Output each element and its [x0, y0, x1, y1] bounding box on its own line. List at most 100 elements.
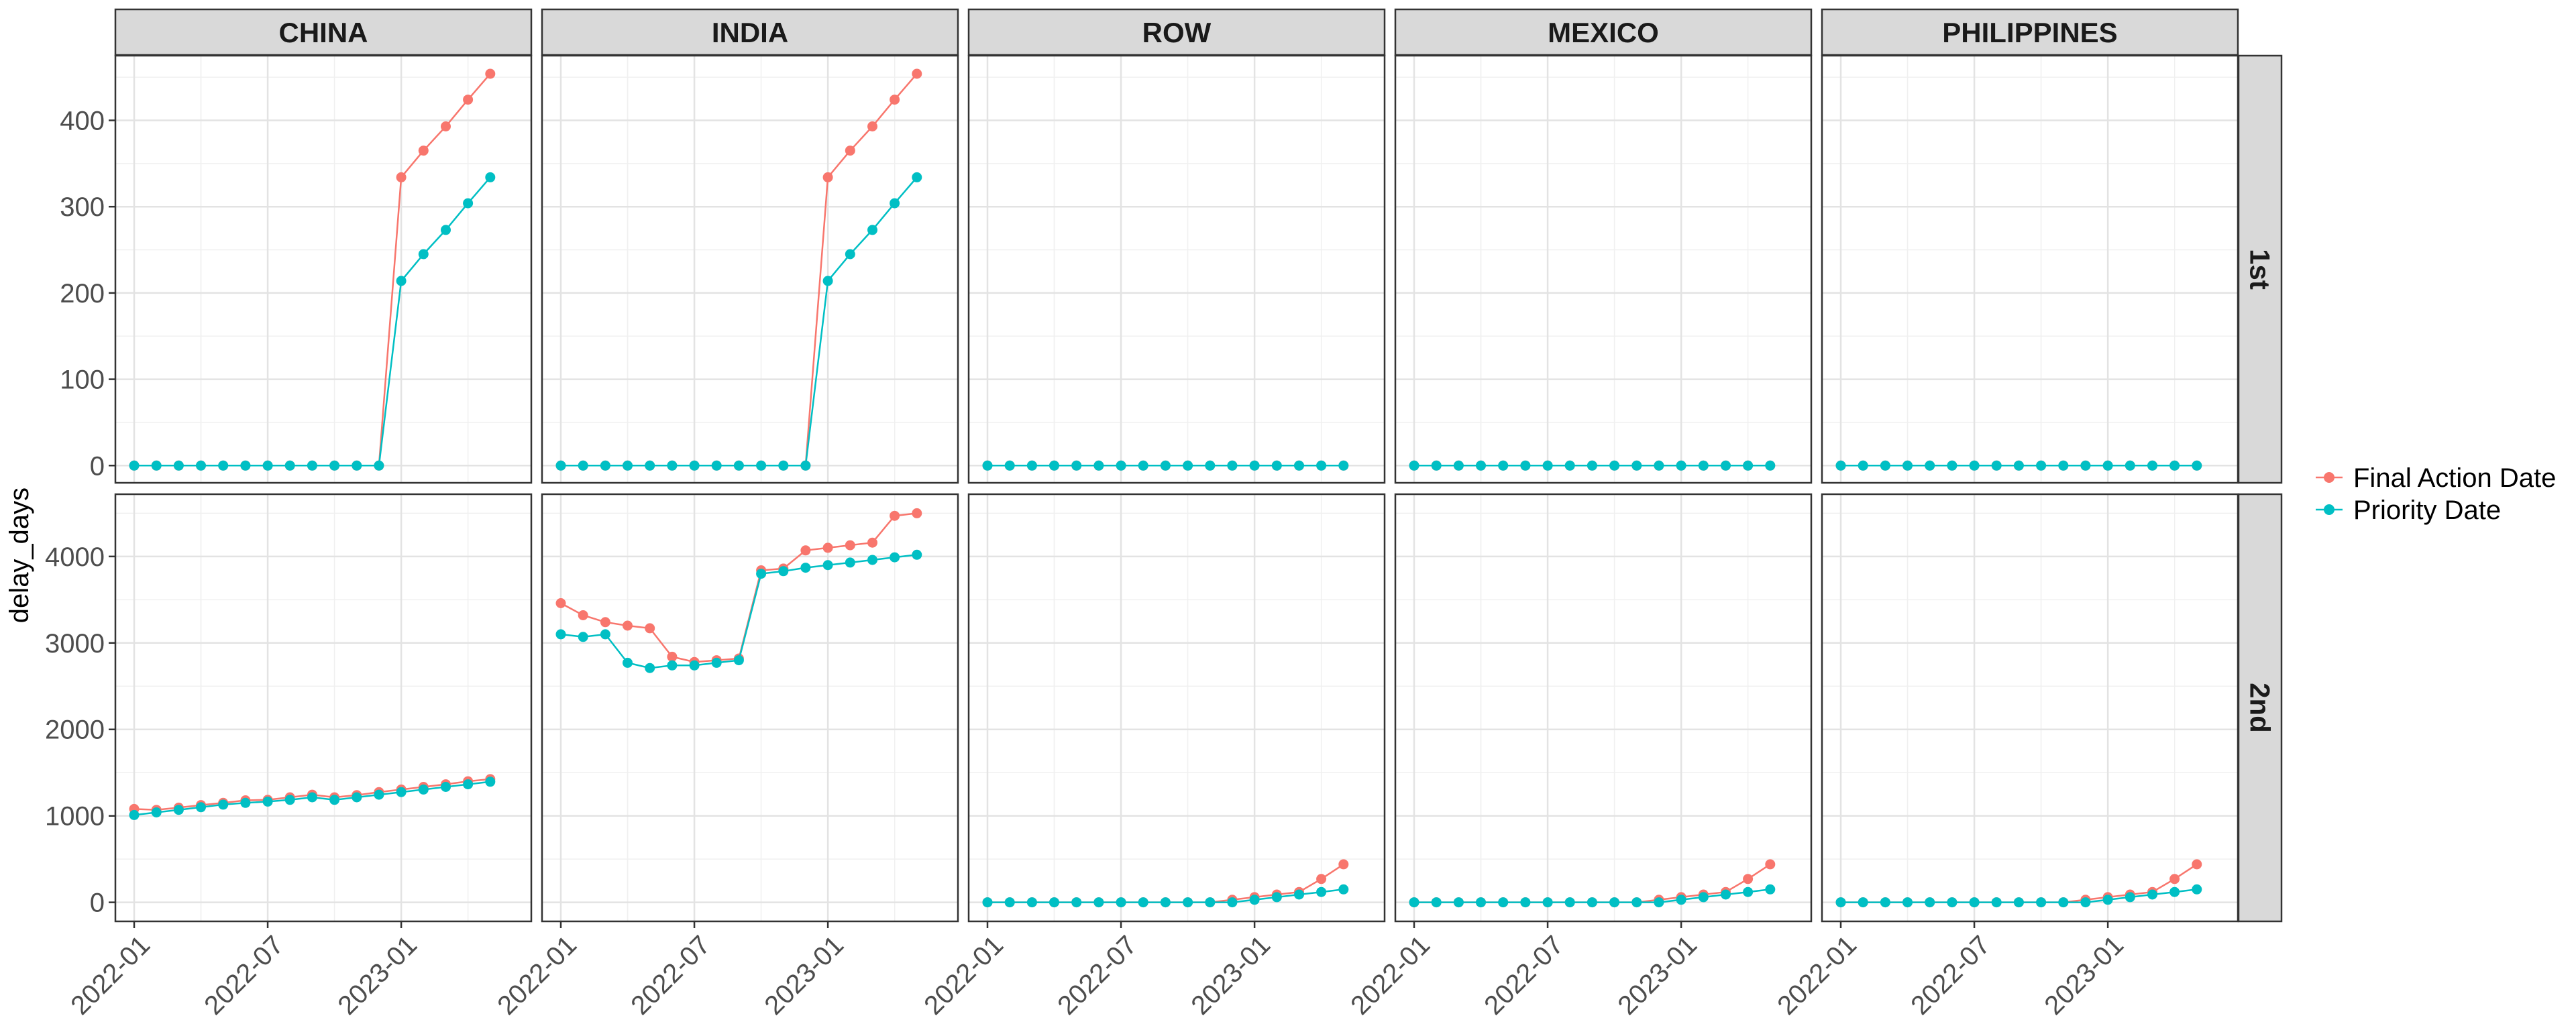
panels-layer	[114, 54, 2239, 923]
data-point	[1654, 460, 1664, 471]
data-point	[2080, 897, 2091, 908]
data-point	[441, 225, 451, 235]
data-point	[1721, 889, 1731, 900]
data-point	[1564, 897, 1575, 908]
data-point	[1338, 884, 1349, 895]
data-point	[555, 598, 566, 608]
panel-india-1st	[541, 54, 959, 484]
data-point	[2058, 460, 2069, 471]
x-tick-label: 2023-01	[1612, 930, 1703, 1021]
strip-row-1st: 1st	[2237, 54, 2283, 484]
data-point	[2192, 884, 2202, 895]
panel-china-2nd	[114, 493, 533, 923]
data-point	[463, 95, 474, 105]
data-point	[307, 460, 317, 471]
data-point	[555, 629, 566, 640]
data-point	[262, 796, 273, 807]
data-point	[151, 460, 162, 471]
data-point	[129, 809, 140, 820]
data-point	[1026, 460, 1037, 471]
data-point	[374, 460, 384, 471]
y-tick-label: 0	[90, 889, 105, 918]
data-point	[1698, 892, 1709, 903]
data-point	[1160, 897, 1171, 908]
strip-india: INDIA	[541, 8, 959, 56]
x-tick-label: 2022-07	[1052, 930, 1142, 1021]
data-point	[867, 225, 877, 235]
data-point	[867, 555, 877, 565]
data-point	[329, 460, 340, 471]
data-point	[1271, 460, 1282, 471]
strip-label: ROW	[1142, 17, 1212, 48]
legend-label: Priority Date	[2353, 496, 2501, 525]
panel-india-2nd	[541, 493, 959, 923]
data-point	[912, 172, 922, 182]
data-point	[1093, 460, 1104, 471]
data-point	[418, 249, 429, 260]
data-point	[1453, 897, 1464, 908]
data-point	[600, 460, 610, 471]
strip-row-2nd: 2nd	[2237, 493, 2283, 923]
data-point	[912, 549, 922, 560]
data-point	[2147, 460, 2157, 471]
strips-layer: CHINA INDIA ROW MEXICO PHILIPPINES 1st 2nd	[114, 8, 2283, 923]
data-point	[2125, 460, 2135, 471]
data-point	[1676, 460, 1686, 471]
y-tick-label: 400	[60, 107, 105, 136]
data-point	[578, 610, 588, 620]
legend-label: Final Action Date	[2353, 463, 2556, 493]
strip-label: 1st	[2245, 249, 2276, 290]
data-point	[1026, 897, 1037, 908]
data-point	[1431, 897, 1442, 908]
data-point	[1160, 460, 1171, 471]
data-point	[1498, 897, 1509, 908]
data-point	[1520, 460, 1531, 471]
data-point	[485, 777, 496, 787]
data-point	[667, 660, 678, 671]
data-point	[1409, 460, 1419, 471]
x-tick-label: 2022-01	[918, 930, 1009, 1021]
data-point	[463, 198, 474, 209]
data-point	[1409, 897, 1419, 908]
x-tick-label: 2022-01	[65, 930, 156, 1021]
data-point	[2058, 897, 2069, 908]
data-point	[1835, 460, 1846, 471]
data-point	[2169, 460, 2180, 471]
data-point	[1947, 897, 1957, 908]
y-tick-label: 4000	[45, 542, 105, 572]
data-point	[1765, 884, 1776, 895]
data-point	[196, 460, 206, 471]
data-point	[418, 146, 429, 156]
data-point	[352, 460, 362, 471]
data-point	[1227, 460, 1238, 471]
data-point	[845, 540, 855, 551]
data-point	[396, 172, 407, 182]
data-point	[1271, 892, 1282, 903]
y-axis-title: delay_days	[5, 488, 34, 623]
data-point	[2013, 460, 2024, 471]
y-tick-label: 1000	[45, 802, 105, 832]
data-point	[284, 795, 295, 805]
panel-mexico-1st	[1394, 54, 1813, 484]
strip-label: 2nd	[2245, 683, 2276, 733]
data-point	[1476, 460, 1486, 471]
data-point	[578, 460, 588, 471]
data-point	[1431, 460, 1442, 471]
data-point	[1183, 460, 1193, 471]
data-point	[463, 779, 474, 790]
data-point	[667, 651, 678, 662]
data-point	[2036, 460, 2047, 471]
data-point	[1520, 897, 1531, 908]
data-point	[2013, 897, 2024, 908]
data-point	[1249, 895, 1260, 905]
data-point	[756, 569, 767, 579]
data-point	[1858, 897, 1868, 908]
legend-item-priority-date: Priority Date	[2316, 496, 2501, 525]
data-point	[396, 787, 407, 797]
x-tick-label: 2022-01	[1345, 930, 1436, 1021]
data-point	[1205, 897, 1216, 908]
data-point	[822, 276, 833, 286]
data-point	[2102, 895, 2113, 905]
data-point	[645, 623, 655, 634]
